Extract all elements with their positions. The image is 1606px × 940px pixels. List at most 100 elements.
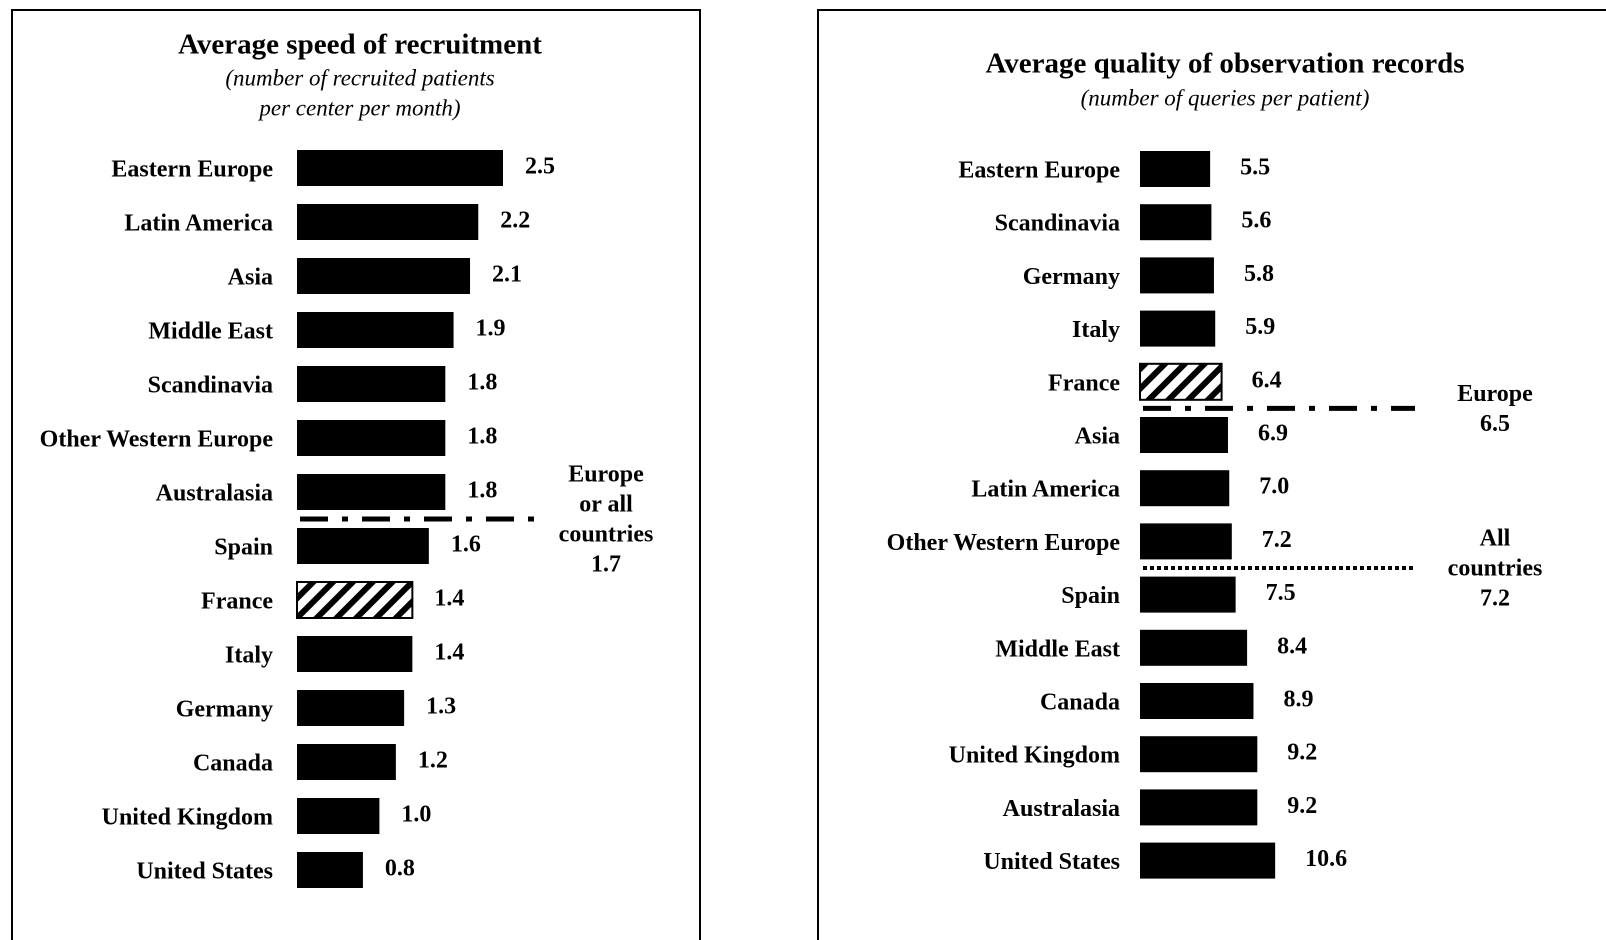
bar (1140, 204, 1212, 241)
bar (1139, 362, 1223, 401)
bar (1140, 789, 1258, 826)
value-label: 7.5 (1266, 580, 1296, 606)
bar (1140, 842, 1276, 879)
category-label: France (201, 589, 273, 615)
value-label: 1.8 (467, 478, 497, 504)
bar (297, 312, 454, 348)
bar (1140, 417, 1228, 453)
bar (1140, 470, 1230, 507)
chart-subtitle: (number of recruited patients (225, 65, 494, 90)
category-label: Italy (1072, 317, 1120, 343)
reference-label: Europe (1457, 381, 1533, 407)
value-label: 1.8 (467, 370, 497, 396)
bar (1140, 310, 1216, 347)
category-label: Latin America (971, 477, 1120, 503)
bar (297, 636, 413, 672)
category-label: France (1048, 370, 1120, 396)
category-label: United Kingdom (102, 805, 273, 831)
bar (297, 528, 429, 564)
category-label: Scandinavia (995, 211, 1120, 237)
chart-title: Average speed of recruitment (178, 29, 542, 61)
category-label: Australasia (156, 481, 273, 507)
value-label: 5.5 (1240, 155, 1270, 181)
reference-value: 7.2 (1480, 586, 1510, 612)
bar (1140, 736, 1258, 773)
bar (297, 690, 405, 726)
category-label: Latin America (124, 211, 273, 237)
bar (1140, 257, 1214, 294)
category-label: Spain (1061, 583, 1120, 609)
value-label: 7.2 (1262, 527, 1292, 553)
reference-label: countries (1448, 556, 1543, 582)
value-label: 9.2 (1287, 793, 1317, 819)
bar (297, 258, 471, 294)
reference-label: countries (559, 522, 654, 548)
value-label: 8.4 (1277, 633, 1307, 659)
value-label: 7.0 (1259, 474, 1289, 500)
chart-subtitle: per center per month) (257, 95, 460, 120)
bar (1140, 523, 1232, 560)
value-label: 6.9 (1258, 421, 1288, 447)
bar (1140, 629, 1248, 666)
category-label: Germany (1023, 264, 1120, 290)
panel (817, 9, 1606, 940)
bar (1140, 151, 1211, 187)
bar (1140, 683, 1254, 719)
category-label: Middle East (148, 319, 273, 345)
value-label: 2.1 (492, 262, 522, 288)
bar (297, 852, 363, 888)
category-label: Italy (225, 643, 273, 669)
category-label: Eastern Europe (958, 158, 1120, 184)
category-label: United States (136, 859, 273, 885)
category-label: Asia (1075, 424, 1120, 450)
category-label: Middle East (995, 636, 1120, 662)
category-label: Asia (228, 265, 273, 291)
bar (297, 204, 479, 240)
category-label: Germany (176, 697, 273, 723)
value-label: 0.8 (385, 856, 415, 882)
value-label: 1.9 (476, 316, 506, 342)
chart-subtitle: (number of queries per patient) (1081, 85, 1370, 110)
value-label: 1.4 (434, 640, 464, 666)
reference-value: 6.5 (1480, 411, 1510, 437)
category-label: Australasia (1003, 796, 1120, 822)
bar (297, 474, 446, 510)
bar (297, 366, 446, 402)
bar (1140, 576, 1236, 613)
value-label: 6.4 (1252, 367, 1282, 393)
value-label: 5.8 (1244, 261, 1274, 287)
value-label: 5.6 (1241, 208, 1271, 234)
category-label: Other Western Europe (40, 427, 274, 453)
value-label: 1.8 (467, 424, 497, 450)
value-label: 1.2 (418, 748, 448, 774)
category-label: Spain (214, 535, 273, 561)
bar (297, 798, 380, 834)
panel (11, 9, 701, 940)
value-label: 8.9 (1283, 687, 1313, 713)
category-label: United States (983, 849, 1120, 875)
value-label: 1.6 (451, 532, 481, 558)
reference-label: Europe (568, 462, 644, 488)
value-label: 1.3 (426, 694, 456, 720)
category-label: Canada (1040, 690, 1120, 716)
value-label: 1.0 (401, 802, 431, 828)
category-label: Eastern Europe (111, 157, 273, 183)
category-label: Other Western Europe (887, 530, 1121, 556)
value-label: 2.2 (500, 208, 530, 234)
reference-label: All (1480, 526, 1511, 552)
value-label: 1.4 (434, 586, 464, 612)
bar (296, 581, 414, 619)
category-label: United Kingdom (949, 743, 1120, 769)
value-label: 9.2 (1287, 740, 1317, 766)
value-label: 10.6 (1305, 846, 1347, 872)
bar (297, 420, 446, 456)
bar (297, 150, 503, 186)
value-label: 2.5 (525, 154, 555, 180)
value-label: 5.9 (1245, 314, 1275, 340)
category-label: Canada (193, 751, 273, 777)
bar (297, 744, 396, 780)
reference-label: or all (579, 492, 633, 518)
category-label: Scandinavia (148, 373, 273, 399)
chart-title: Average quality of observation records (986, 48, 1465, 80)
